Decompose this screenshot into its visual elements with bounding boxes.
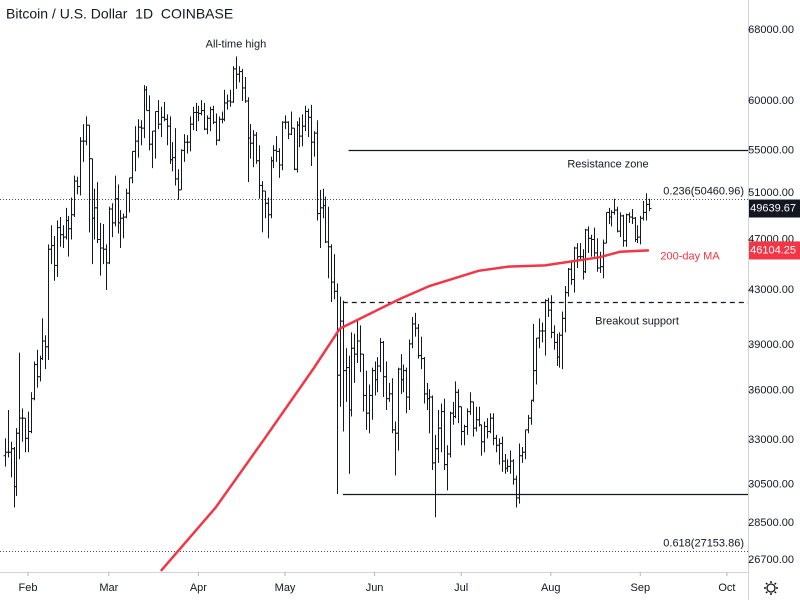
y-tick-label: 36000.00 [748, 385, 794, 397]
x-tick-label: Mar [99, 582, 118, 594]
ma-price-tag-label: 46104.25 [750, 244, 796, 256]
y-tick-label: 55000.00 [748, 144, 794, 156]
ohlc-bar [647, 198, 652, 212]
x-tick-label: Sep [630, 582, 650, 594]
x-tick-label: Apr [190, 582, 207, 594]
moving-average-line [159, 249, 649, 572]
last-price-tag [749, 199, 800, 218]
y-tick-label: 43000.00 [748, 284, 794, 296]
x-tick-label: Feb [19, 582, 38, 594]
settings-icon[interactable] [764, 581, 778, 595]
y-tick-label: 51000.00 [748, 187, 794, 199]
chart-title: Bitcoin / U.S. Dollar 1D COINBASE [6, 6, 233, 22]
moving-average-label: 200-day MA [660, 250, 720, 262]
y-tick-label: 33000.00 [748, 434, 794, 446]
fib-level-label: 0.236(50460.96) [663, 185, 744, 197]
plot-area [0, 56, 748, 572]
ma-price-tag [749, 241, 800, 260]
y-tick-label: 60000.00 [748, 95, 794, 107]
gear-ring [766, 583, 776, 593]
annotation: All-time high [206, 38, 267, 50]
y-tick-label: 26700.00 [748, 554, 794, 566]
last-price-tag-label: 49639.67 [750, 202, 796, 214]
x-tick-label: Aug [541, 582, 561, 594]
y-tick-label: 39000.00 [748, 339, 794, 351]
x-tick-label: May [275, 582, 296, 594]
y-tick-label: 28500.00 [748, 517, 794, 529]
fib-level-label: 0.618(27153.86) [663, 537, 744, 549]
x-tick-label: Jul [454, 582, 468, 594]
y-tick-label: 68000.00 [748, 24, 794, 36]
y-tick-label: 30500.00 [748, 479, 794, 491]
x-tick-label: Jun [366, 582, 384, 594]
level-label: Breakout support [595, 315, 679, 327]
gear-teeth [764, 581, 778, 595]
x-tick-label: Oct [718, 582, 735, 594]
level-label: Resistance zone [567, 158, 648, 170]
